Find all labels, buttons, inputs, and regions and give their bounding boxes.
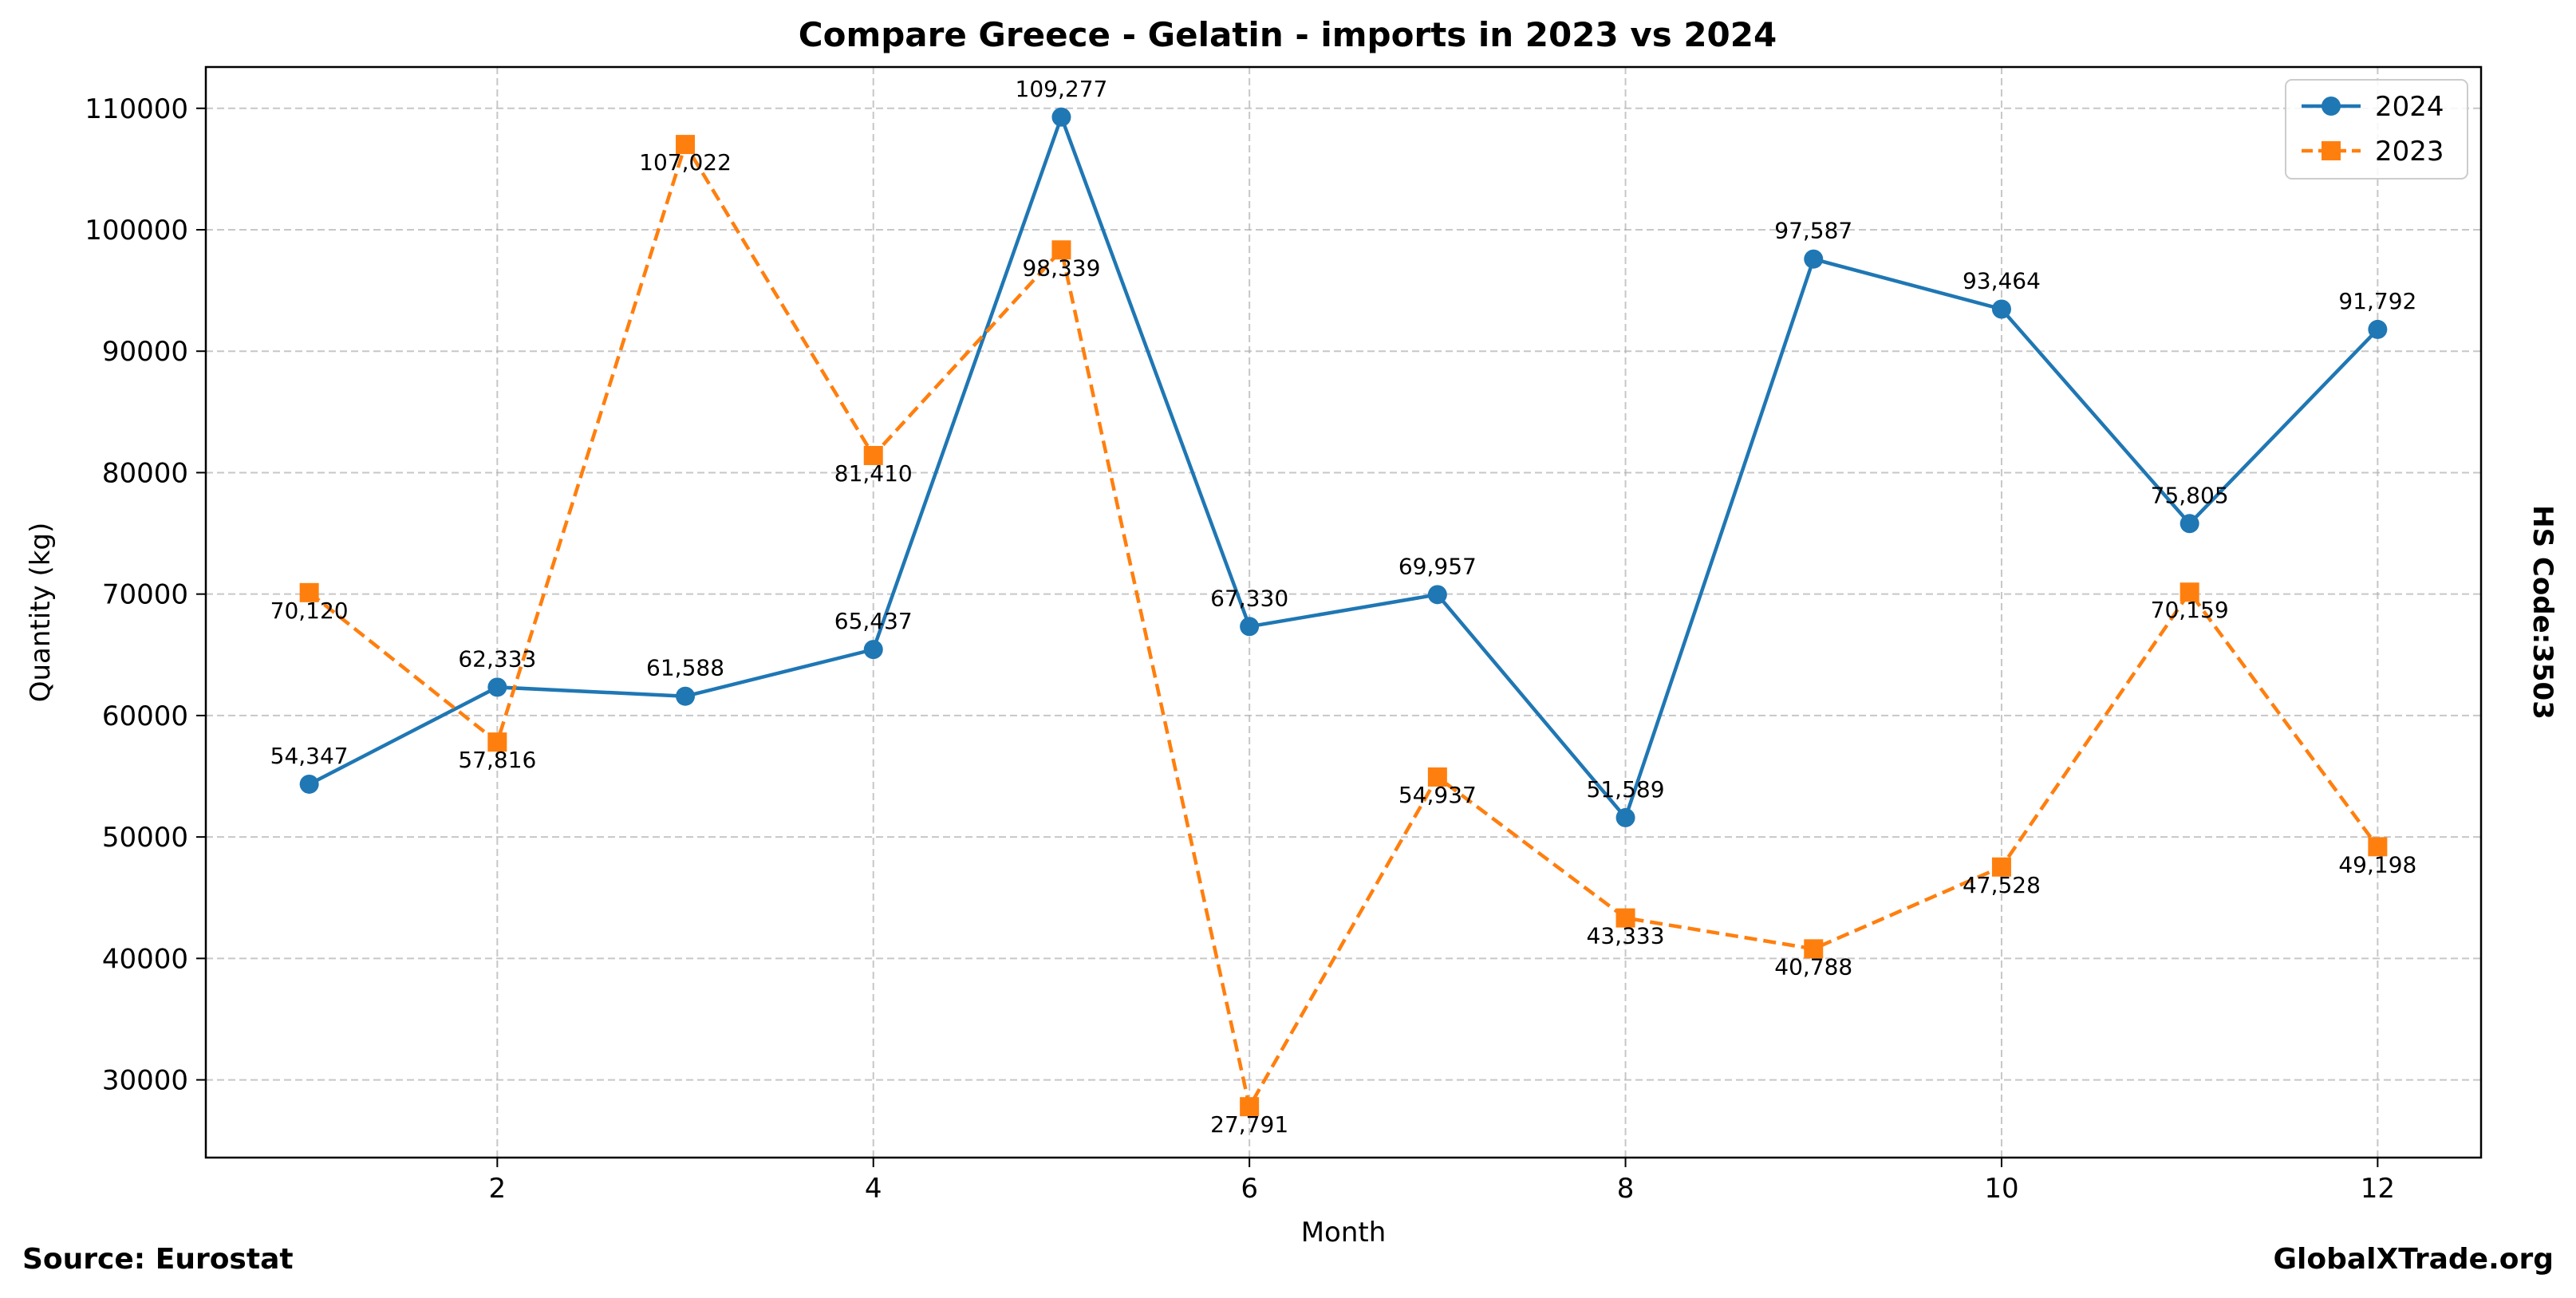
data-label-2023: 40,788 xyxy=(1774,953,1852,980)
data-label-2024: 67,330 xyxy=(1210,585,1288,611)
marker-2023 xyxy=(487,732,507,752)
marker-2024 xyxy=(1240,617,1260,637)
marker-2023 xyxy=(299,582,319,602)
legend-marker-2023 xyxy=(2322,141,2341,160)
marker-2024 xyxy=(1804,249,1824,269)
series-line-2024 xyxy=(308,115,2379,820)
data-label-2023: 49,198 xyxy=(2338,851,2416,878)
marker-2023 xyxy=(1804,939,1824,959)
marker-2024 xyxy=(1991,299,2011,319)
y-tick-label: 80000 xyxy=(102,457,188,489)
data-label-2024: 69,957 xyxy=(1398,553,1477,579)
data-label-2023: 27,791 xyxy=(1210,1111,1288,1138)
marker-2024 xyxy=(487,677,507,697)
data-label-2024: 65,437 xyxy=(834,608,913,634)
legend-label-2024: 2024 xyxy=(2375,91,2444,123)
marker-2024 xyxy=(863,640,883,660)
legend-label-2023: 2023 xyxy=(2375,136,2444,168)
data-label-2023: 57,816 xyxy=(458,747,536,773)
legend-marker-2024 xyxy=(2322,97,2341,116)
data-label-2023: 81,410 xyxy=(834,460,913,487)
data-label-2024: 62,333 xyxy=(458,645,536,672)
x-tick-label: 2 xyxy=(489,1173,507,1205)
y-tick-label: 50000 xyxy=(102,822,188,854)
marker-2023 xyxy=(863,445,883,465)
data-label-2023: 43,333 xyxy=(1587,923,1665,949)
data-label-2024: 75,805 xyxy=(2151,482,2229,508)
marker-2023 xyxy=(676,135,696,155)
x-tick-label: 12 xyxy=(2361,1173,2395,1205)
marker-2024 xyxy=(299,774,319,794)
marker-2024 xyxy=(1615,807,1635,827)
y-tick-label: 60000 xyxy=(102,700,188,732)
data-label-2023: 107,022 xyxy=(639,149,732,176)
y-tick-label: 40000 xyxy=(102,943,188,975)
marker-2024 xyxy=(1051,107,1071,127)
axis-ticks: 2 4 6 8 10 12 30000 40000 50000 60000 70000 80000 90… xyxy=(85,93,2395,1205)
marker-2023 xyxy=(1991,857,2011,877)
data-label-2024: 93,464 xyxy=(1963,267,2041,294)
data-label-2024: 51,589 xyxy=(1587,776,1665,803)
source-note: Source: Eurostat xyxy=(22,1243,294,1276)
data-label-2024: 109,277 xyxy=(1016,76,1108,102)
marker-2024 xyxy=(2180,514,2199,534)
plot-frame xyxy=(204,65,2483,1159)
marker-2023 xyxy=(2368,837,2388,857)
y-tick-label: 110000 xyxy=(85,93,188,125)
hs-code-note: HS Code:3503 xyxy=(2527,505,2558,720)
data-labels: 54,347 62,333 61,588 65,437 109,277 67,330 69,… xyxy=(270,76,2417,1138)
marker-2023 xyxy=(2180,582,2199,602)
data-label-2024: 61,588 xyxy=(646,655,724,681)
data-label-2024: 97,587 xyxy=(1774,218,1852,244)
marker-2024 xyxy=(676,686,696,706)
marker-2023 xyxy=(1240,1097,1260,1117)
x-tick-label: 4 xyxy=(865,1173,882,1205)
y-tick-label: 90000 xyxy=(102,336,188,368)
data-label-2023: 47,528 xyxy=(1963,872,2041,898)
data-label-2023: 54,937 xyxy=(1398,782,1477,808)
y-tick-label: 100000 xyxy=(85,215,188,247)
x-axis-label: Month xyxy=(1301,1217,1387,1249)
chart-title: Compare Greece - Gelatin - imports in 20… xyxy=(799,15,1777,54)
y-tick-label: 30000 xyxy=(102,1065,188,1097)
data-label-2023: 98,339 xyxy=(1022,254,1100,281)
x-tick-label: 6 xyxy=(1241,1173,1258,1205)
data-label-2024: 54,347 xyxy=(270,743,349,769)
data-label-2023: 70,159 xyxy=(2151,597,2229,623)
legend: 2024 2023 xyxy=(2285,79,2468,180)
y-axis-label: Quantity (kg) xyxy=(25,523,57,703)
marker-2023 xyxy=(1427,767,1447,787)
marker-2023 xyxy=(1051,240,1071,260)
marker-2023 xyxy=(1615,908,1635,928)
x-tick-label: 10 xyxy=(1984,1173,2018,1205)
series-line-2023 xyxy=(308,142,2380,1109)
marker-2024 xyxy=(1427,585,1447,605)
site-credit: GlobalXTrade.org xyxy=(2273,1243,2554,1276)
data-label-2024: 91,792 xyxy=(2338,288,2416,314)
grid xyxy=(206,67,2481,1158)
data-label-2023: 70,120 xyxy=(270,598,349,624)
x-tick-label: 8 xyxy=(1617,1173,1635,1205)
y-tick-label: 70000 xyxy=(102,579,188,611)
marker-2024 xyxy=(2368,319,2388,339)
series-layer xyxy=(299,107,2388,1117)
